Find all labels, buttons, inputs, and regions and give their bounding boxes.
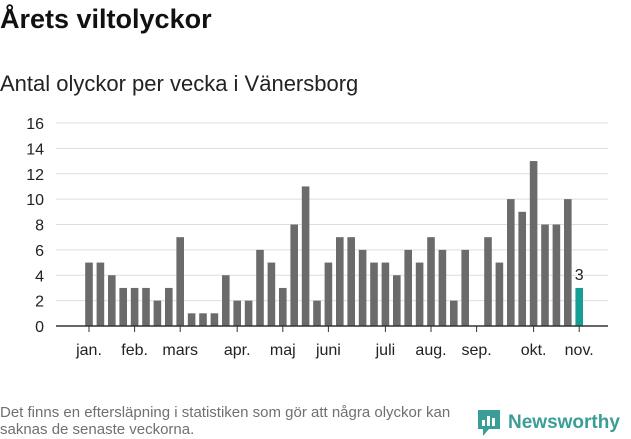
bar — [529, 161, 538, 326]
bar — [176, 237, 184, 326]
y-tick-label: 6 — [35, 243, 44, 260]
newsworthy-logo[interactable]: Newsworthy — [476, 408, 620, 438]
data-labels: 3 — [575, 267, 584, 284]
bar — [199, 313, 207, 326]
bar — [461, 249, 469, 326]
bar — [244, 300, 253, 326]
bar — [233, 300, 241, 326]
x-tick-label: aug. — [415, 342, 446, 359]
chart-title: Årets viltolyckor — [0, 4, 212, 34]
x-tick-label: sep. — [461, 342, 491, 359]
bar — [108, 275, 116, 326]
bar-highlighted — [575, 287, 583, 326]
bar — [119, 287, 127, 326]
bar — [484, 237, 492, 326]
y-tick-label: 10 — [26, 192, 44, 209]
bar — [130, 287, 139, 326]
y-tick-label: 2 — [35, 294, 44, 311]
bar — [165, 287, 173, 326]
bar — [370, 262, 378, 326]
x-tick-label: juni — [315, 342, 341, 359]
bar — [279, 287, 287, 326]
footnote: Det finns en eftersläpning i statistiken… — [0, 404, 451, 438]
bar — [153, 300, 162, 326]
data-label: 3 — [575, 267, 584, 284]
grid-lines — [56, 122, 608, 302]
x-tick-label: feb. — [121, 342, 148, 359]
y-tick-label: 4 — [35, 268, 44, 285]
chart-subtitle: Antal olyckor per vecka i Vänersborg — [0, 71, 359, 96]
bar — [85, 262, 93, 326]
brand-name: Newsworthy — [508, 412, 620, 433]
bar — [210, 313, 219, 326]
bar — [187, 313, 196, 326]
bar — [564, 199, 572, 326]
x-tick-label: okt. — [521, 342, 547, 359]
bar — [381, 262, 390, 326]
x-tick-label: mars — [162, 342, 198, 359]
x-tick-label: nov. — [565, 342, 594, 359]
bar — [358, 249, 367, 326]
bar — [495, 262, 504, 326]
bar — [347, 237, 355, 326]
bar — [518, 211, 526, 326]
bar — [290, 224, 298, 326]
bar — [222, 275, 230, 326]
x-tick-label: juli — [375, 342, 396, 359]
bar — [256, 249, 264, 326]
bar — [507, 199, 515, 326]
bar — [313, 300, 321, 326]
bar — [427, 237, 435, 326]
bar — [96, 262, 105, 326]
bar — [438, 249, 447, 326]
bar — [142, 287, 150, 326]
y-tick-label: 12 — [26, 167, 44, 184]
y-axis-ticks: 0 2 4 6 8 10 12 14 16 — [26, 116, 44, 336]
bar — [301, 186, 310, 326]
bar — [267, 262, 276, 326]
bar — [415, 262, 424, 326]
bar — [450, 300, 458, 326]
y-tick-label: 0 — [35, 319, 44, 336]
y-tick-label: 16 — [26, 116, 44, 133]
x-tick-label: jan. — [75, 342, 102, 359]
bar — [552, 224, 561, 326]
x-tick-label: apr. — [224, 342, 251, 359]
bar — [393, 275, 401, 326]
bar — [336, 237, 344, 326]
x-axis-ticks: jan. feb. mars apr. maj juni juli aug. sep. okt. n… — [75, 326, 594, 359]
newsworthy-logo-icon — [478, 410, 500, 436]
bar — [541, 224, 549, 326]
bar — [404, 249, 412, 326]
x-tick-label: maj — [270, 342, 296, 359]
bar — [324, 262, 333, 326]
y-tick-label: 8 — [35, 218, 44, 235]
y-tick-label: 14 — [26, 141, 44, 158]
bars — [85, 161, 583, 326]
